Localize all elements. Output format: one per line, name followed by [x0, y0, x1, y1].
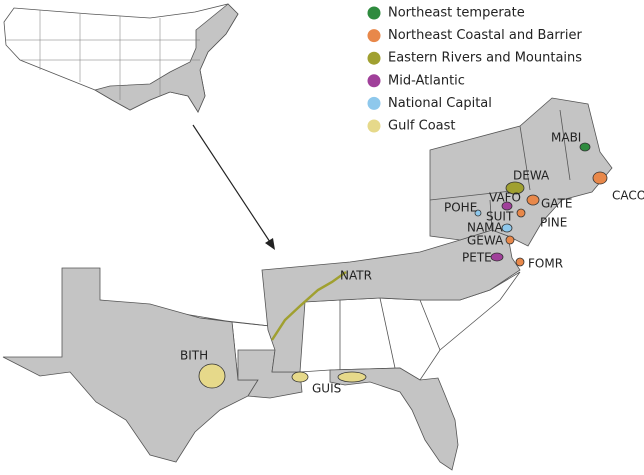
- park-marker: [579, 142, 591, 152]
- park-label: POHE: [444, 201, 477, 215]
- legend-swatch: [367, 51, 381, 65]
- park-markers: [198, 142, 608, 389]
- park-marker: [515, 257, 525, 267]
- arrow: [192, 124, 273, 246]
- legend-label: Eastern Rivers and Mountains: [388, 51, 582, 66]
- inset-borders: [6, 10, 200, 100]
- park-label: SUIT: [486, 210, 514, 224]
- park-label: VAFO: [489, 191, 521, 205]
- park-label: FOMR: [528, 257, 563, 271]
- park-marker: [592, 171, 608, 185]
- park-label: MABI: [551, 131, 581, 145]
- arrow-head: [265, 238, 275, 250]
- park-label: DEWA: [513, 169, 550, 183]
- inset-map: [3, 3, 239, 113]
- park-marker: [337, 371, 367, 383]
- park-marker: [501, 223, 513, 233]
- northeast: [429, 97, 613, 247]
- park-label: BITH: [180, 349, 208, 363]
- ne-borders: [429, 109, 571, 231]
- park-marker: [505, 235, 515, 245]
- legend-swatch: [367, 29, 381, 43]
- texas: [2, 267, 259, 463]
- park-marker: [490, 252, 504, 262]
- park-label: PINE: [540, 216, 567, 230]
- park-marker: [501, 201, 513, 211]
- legend-swatch: [367, 6, 381, 20]
- park-labels: MABI CACO DEWA GATE VAFO POHE SUIT PINE …: [180, 131, 644, 396]
- legend-swatch: [367, 74, 381, 88]
- park-label: PETE: [462, 251, 492, 265]
- park-label: GEWA: [467, 234, 504, 248]
- park-marker: [291, 371, 309, 383]
- legend-label: Northeast temperate: [388, 6, 525, 21]
- park-marker: [516, 208, 526, 218]
- legend-swatch: [367, 119, 381, 133]
- park-label: GUIS: [312, 382, 341, 396]
- park-label: GATE: [541, 197, 573, 211]
- park-marker: [198, 363, 226, 389]
- legend: Northeast temperate Northeast Coastal and…: [367, 6, 582, 134]
- legend-label: Gulf Coast: [388, 119, 456, 134]
- florida: [329, 367, 459, 471]
- park-marker: [505, 181, 525, 195]
- park-marker: [474, 209, 482, 217]
- legend-label: Mid-Atlantic: [388, 73, 465, 88]
- park-marker: [526, 194, 540, 206]
- main-map: [2, 97, 613, 471]
- park-trace: [270, 270, 347, 341]
- legend-swatch: [367, 96, 381, 110]
- park-label: NATR: [340, 269, 372, 283]
- legend-label: National Capital: [388, 96, 492, 111]
- park-label: CACO: [612, 189, 644, 203]
- park-label: NAMA: [467, 221, 504, 235]
- legend-label: Northeast Coastal and Barrier: [388, 28, 582, 43]
